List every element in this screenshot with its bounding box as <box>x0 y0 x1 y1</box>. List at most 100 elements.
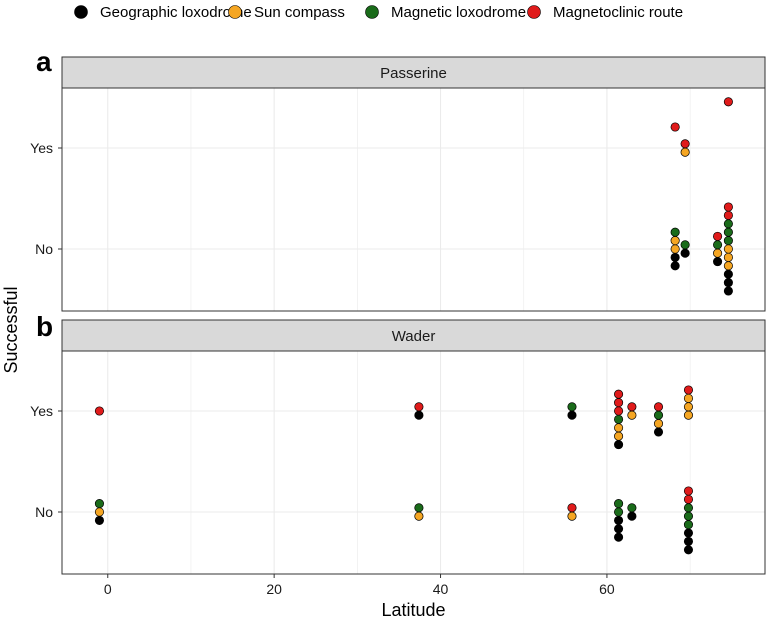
point-magnetic-loxodrome <box>723 236 733 246</box>
point-magnetoclinic-route <box>653 402 664 412</box>
point-geographic-loxodrome <box>653 427 664 437</box>
y-tick-label: No <box>35 504 53 520</box>
point-magnetic-loxodrome <box>683 511 694 521</box>
point-magnetic-loxodrome <box>414 503 424 513</box>
point-geographic-loxodrome <box>683 545 694 555</box>
point-sun-compass <box>614 423 624 433</box>
point-sun-compass <box>683 410 694 420</box>
point-geographic-loxodrome <box>614 515 624 525</box>
point-magnetic-loxodrome <box>670 227 680 237</box>
y-tick-label: No <box>35 241 53 257</box>
y-tick-label: Yes <box>30 140 53 156</box>
point-sun-compass <box>94 507 104 517</box>
point-magnetoclinic-route <box>680 139 690 149</box>
point-magnetoclinic-route <box>567 503 577 513</box>
point-geographic-loxodrome <box>614 532 624 542</box>
point-sun-compass <box>670 244 680 254</box>
legend-label-magnetoclinic-route: Magnetoclinic route <box>553 4 683 21</box>
point-sun-compass <box>627 410 637 420</box>
point-sun-compass <box>723 261 733 271</box>
point-magnetoclinic-route <box>723 210 733 220</box>
panel-letter-b: b <box>36 311 53 342</box>
point-sun-compass <box>680 147 690 157</box>
x-axis: 0 20 40 60 <box>104 574 615 597</box>
y-tick-label: Yes <box>30 403 53 419</box>
legend-label-geographic-loxodrome: Geographic loxodrome <box>100 4 252 21</box>
panel-border-wader <box>61 350 766 575</box>
point-sun-compass <box>614 431 624 441</box>
point-magnetoclinic-route <box>614 406 624 416</box>
point-geographic-loxodrome <box>414 410 424 420</box>
point-geographic-loxodrome <box>670 252 680 262</box>
point-geographic-loxodrome <box>627 511 637 521</box>
point-sun-compass <box>713 248 723 258</box>
point-geographic-loxodrome <box>567 410 577 420</box>
point-geographic-loxodrome <box>723 286 733 296</box>
point-sun-compass <box>653 419 664 429</box>
legend-key-magnetic-loxodrome <box>365 5 379 19</box>
point-magnetic-loxodrome <box>653 410 664 420</box>
point-sun-compass <box>683 393 694 403</box>
point-sun-compass <box>567 511 577 521</box>
point-geographic-loxodrome <box>683 528 694 538</box>
point-geographic-loxodrome <box>94 515 104 525</box>
point-magnetoclinic-route <box>94 406 104 416</box>
legend: Geographic loxodrome Sun compass Magnetic … <box>74 4 683 21</box>
panel-border-passerine <box>61 87 766 312</box>
point-magnetoclinic-route <box>627 402 637 412</box>
strip-label-wader: Wader <box>392 328 436 345</box>
x-axis-title: Latitude <box>381 600 445 620</box>
point-magnetic-loxodrome <box>614 507 624 517</box>
y-axis-wader: No Yes <box>30 403 62 520</box>
point-magnetoclinic-route <box>614 398 624 408</box>
point-geographic-loxodrome <box>683 536 694 546</box>
strip-wader <box>61 319 766 352</box>
point-magnetic-loxodrome <box>683 520 694 530</box>
legend-label-sun-compass: Sun compass <box>254 4 345 21</box>
point-magnetic-loxodrome <box>614 499 624 509</box>
point-magnetic-loxodrome <box>723 227 733 237</box>
strip-passerine <box>61 56 766 89</box>
panel-letter-a: a <box>36 46 52 77</box>
points-wader <box>94 385 694 555</box>
point-magnetic-loxodrome <box>723 219 733 229</box>
strip-label-passerine: Passerine <box>380 65 447 82</box>
legend-label-magnetic-loxodrome: Magnetic loxodrome <box>391 4 526 21</box>
point-magnetoclinic-route <box>683 385 694 395</box>
point-magnetoclinic-route <box>414 402 424 412</box>
point-magnetoclinic-route <box>713 231 723 241</box>
point-magnetoclinic-route <box>683 494 694 504</box>
point-geographic-loxodrome <box>614 440 624 450</box>
x-tick-label: 40 <box>433 581 449 597</box>
point-magnetic-loxodrome <box>713 240 723 250</box>
panel-passerine: a Passerine No Yes <box>30 46 766 312</box>
x-tick-label: 60 <box>599 581 615 597</box>
point-magnetic-loxodrome <box>683 503 694 513</box>
point-sun-compass <box>723 252 733 262</box>
point-sun-compass <box>670 236 680 246</box>
point-magnetoclinic-route <box>723 97 733 107</box>
point-geographic-loxodrome <box>670 261 680 271</box>
point-geographic-loxodrome <box>723 269 733 279</box>
y-axis-title: Successful <box>1 286 21 373</box>
y-axis-passerine: No Yes <box>30 140 62 257</box>
legend-key-magnetoclinic-route <box>527 5 541 19</box>
legend-key-geographic-loxodrome <box>74 5 88 19</box>
point-magnetic-loxodrome <box>627 503 637 513</box>
point-magnetic-loxodrome <box>680 240 690 250</box>
point-geographic-loxodrome <box>614 524 624 534</box>
grid-wader <box>62 351 765 574</box>
point-sun-compass <box>414 511 424 521</box>
x-tick-label: 20 <box>266 581 282 597</box>
legend-key-sun-compass <box>228 5 242 19</box>
panel-wader: b Wader No Yes <box>30 311 766 575</box>
point-magnetoclinic-route <box>614 389 624 399</box>
point-magnetoclinic-route <box>723 202 733 212</box>
point-geographic-loxodrome <box>680 248 690 258</box>
point-sun-compass <box>683 402 694 412</box>
x-tick-label: 0 <box>104 581 112 597</box>
point-magnetic-loxodrome <box>614 414 624 424</box>
point-sun-compass <box>723 244 733 254</box>
grid-passerine <box>62 88 765 311</box>
